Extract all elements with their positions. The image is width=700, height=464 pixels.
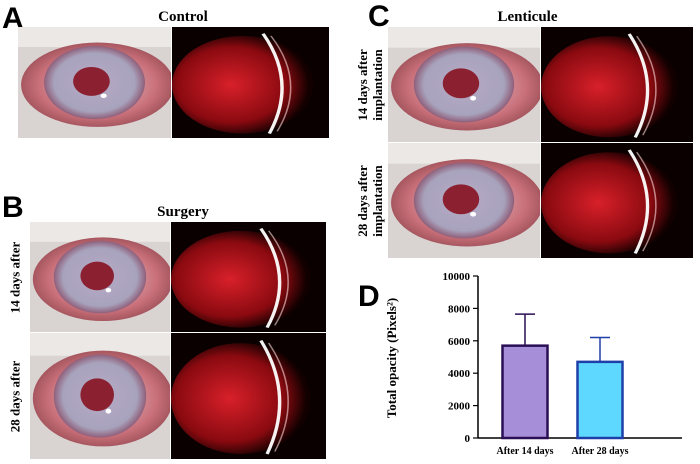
panel-b-title: Surgery	[157, 204, 209, 220]
y-tick-label: 2000	[448, 401, 471, 413]
control-eye-photo	[18, 27, 171, 138]
surgery-row-label-28-days: 28 days after	[7, 360, 23, 432]
x-category-label: After 28 days	[571, 446, 628, 457]
panel-a-title: Control	[158, 9, 208, 25]
y-tick-label: 10000	[443, 271, 471, 283]
lenticule-28-days-slit-lamp-photo	[541, 143, 693, 258]
surgery-14-days-eye-photo	[30, 222, 170, 332]
bar	[501, 344, 549, 440]
x-category-label: After 14 days	[496, 446, 553, 457]
lenticule-14-days-slit-lamp-photo	[541, 27, 693, 142]
opacity-bar-chart: Total opacity (Pixels²) 0 2000 4000 6000 800…	[370, 262, 700, 459]
lenticule-row-label-14-days: 14 days after implantation	[355, 48, 386, 121]
surgery-row-label-14-days: 14 days after	[7, 241, 23, 313]
surgery-14-days-slit-lamp-photo	[171, 222, 326, 332]
surgery-28-days-slit-lamp-photo	[171, 333, 326, 459]
surgery-28-days-eye-photo	[30, 333, 170, 459]
y-tick-label: 0	[465, 433, 471, 445]
panel-b-letter: B	[2, 191, 24, 224]
y-tick-label: 8000	[448, 303, 471, 315]
lenticule-row-label-28-days: 28 days after implantation	[355, 164, 386, 237]
lenticule-28-days-eye-photo	[388, 143, 540, 258]
y-tick-label: 6000	[448, 336, 471, 348]
lenticule-14-days-eye-photo	[388, 27, 540, 142]
panel-a-letter: A	[2, 2, 24, 35]
panel-c-title: Lenticule	[497, 9, 558, 25]
panel-d-letter: D	[358, 280, 380, 313]
y-tick-label: 4000	[448, 368, 471, 380]
bar	[576, 360, 624, 440]
panel-c-letter: C	[368, 0, 390, 33]
y-axis-label: Total opacity (Pixels²)	[384, 298, 399, 418]
control-slit-lamp-photo	[172, 27, 329, 138]
